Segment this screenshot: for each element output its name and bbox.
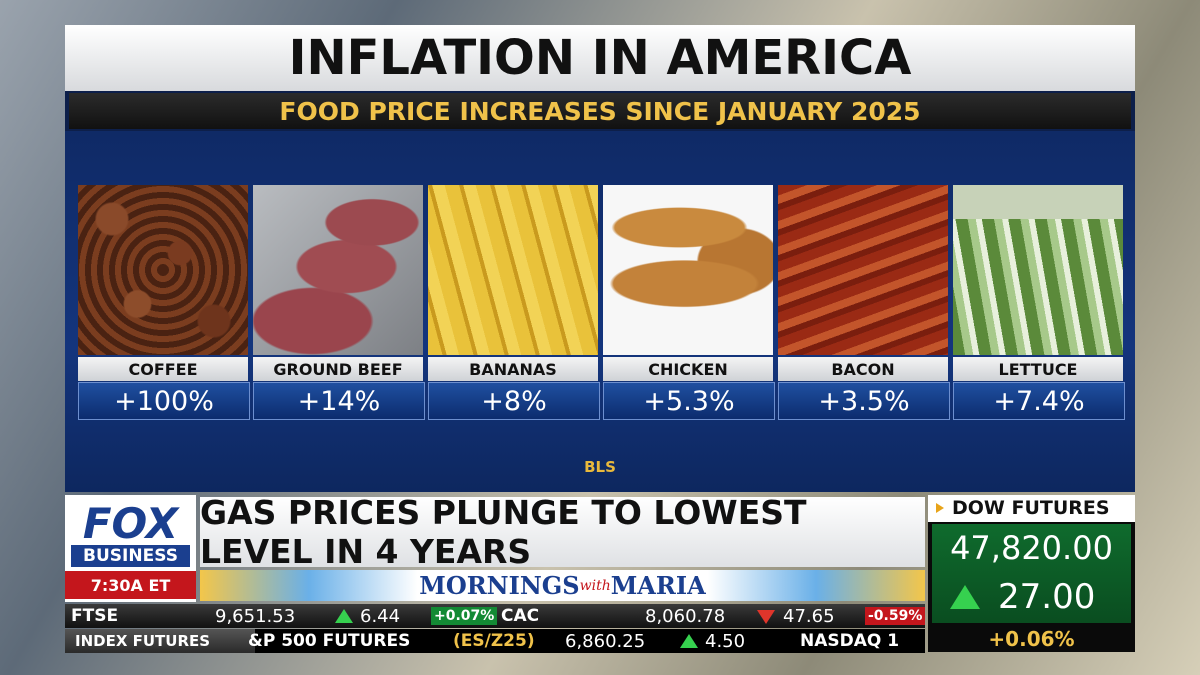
food-label: CHICKEN bbox=[603, 357, 773, 381]
ticker-name: FTSE bbox=[71, 606, 119, 626]
food-increase: +100% bbox=[78, 382, 250, 420]
show-name: with bbox=[579, 577, 611, 594]
ticker-symbol: (ES/Z25) bbox=[453, 631, 535, 651]
food-label: COFFEE bbox=[78, 357, 248, 381]
down-arrow bbox=[757, 610, 775, 624]
ticker-row: INDEX FUTURES &P 500 FUTURES (ES/Z25) 6,… bbox=[65, 629, 925, 653]
up-arrow bbox=[950, 585, 980, 609]
dow-box: DOW FUTURES 47,820.00 27.00 +0.06% bbox=[928, 495, 1135, 652]
food-label: GROUND BEEF bbox=[253, 357, 423, 381]
food-increase: +8% bbox=[428, 382, 600, 420]
ticker-name: CAC bbox=[501, 606, 540, 626]
ticker-value: 6,860.25 bbox=[565, 630, 646, 652]
ticker-percent: +0.07% bbox=[431, 607, 498, 625]
dow-change: 27.00 bbox=[998, 577, 1096, 617]
headline: GAS PRICES PLUNGE TO LOWEST LEVEL IN 4 Y… bbox=[200, 493, 925, 571]
logo-fox: FOX bbox=[82, 498, 179, 548]
ticker-label: INDEX FUTURES bbox=[65, 629, 255, 653]
food-label: BANANAS bbox=[428, 357, 598, 381]
dow-label: DOW FUTURES bbox=[928, 495, 1135, 522]
food-photo bbox=[253, 185, 423, 355]
ticker-name: &P 500 FUTURES bbox=[248, 631, 411, 651]
food-increase: +7.4% bbox=[953, 382, 1125, 420]
show-name: MORNINGS bbox=[419, 571, 580, 600]
ticker-change: 4.50 bbox=[705, 630, 746, 652]
food-card: LETTUCE +7.4% bbox=[953, 185, 1125, 420]
arrow bbox=[936, 503, 944, 513]
food-increase: +3.5% bbox=[778, 382, 950, 420]
ticker-value: 9,651.53 bbox=[215, 605, 296, 627]
logo-business: BUSINESS bbox=[71, 545, 190, 567]
food-label: BACON bbox=[778, 357, 948, 381]
food-increase: +5.3% bbox=[603, 382, 775, 420]
food-card: CHICKEN +5.3% bbox=[603, 185, 775, 420]
ticker-value: 8,060.78 bbox=[645, 605, 726, 627]
time: 7:30A ET bbox=[65, 571, 196, 599]
ticker-change: 47.65 bbox=[783, 605, 835, 627]
food-card: BANANAS +8% bbox=[428, 185, 600, 420]
dow-percent: +0.06% bbox=[988, 626, 1075, 651]
logo-box: FOX BUSINESS 7:30A ET bbox=[65, 495, 196, 602]
show-strip: MORNINGS with MARIA bbox=[200, 570, 925, 601]
up-arrow bbox=[335, 609, 353, 623]
food-increase: +14% bbox=[253, 382, 425, 420]
dow-value: 47,820.00 bbox=[950, 528, 1113, 567]
food-card: BACON +3.5% bbox=[778, 185, 950, 420]
up-arrow bbox=[680, 634, 698, 648]
food-photo bbox=[603, 185, 773, 355]
food-photo bbox=[78, 185, 248, 355]
subtitle: FOOD PRICE INCREASES SINCE JANUARY 2025 bbox=[69, 93, 1131, 129]
ticker-change: 6.44 bbox=[360, 605, 401, 627]
food-label: LETTUCE bbox=[953, 357, 1123, 381]
food-card: GROUND BEEF +14% bbox=[253, 185, 425, 420]
title: INFLATION IN AMERICA bbox=[65, 25, 1135, 91]
ticker-percent: -0.59% bbox=[865, 607, 926, 625]
food-photo bbox=[778, 185, 948, 355]
food-photo bbox=[953, 185, 1123, 355]
ticker-name: NASDAQ 1 bbox=[800, 631, 900, 651]
source: BLS bbox=[584, 458, 616, 476]
show-name: MARIA bbox=[610, 571, 706, 600]
ticker-row: FTSE 9,651.53 6.44 +0.07% CAC 8,060.78 4… bbox=[65, 604, 926, 628]
graphic-panel: INFLATION IN AMERICA FOOD PRICE INCREASE… bbox=[65, 25, 1135, 492]
food-card: COFFEE +100% bbox=[78, 185, 250, 420]
food-photo bbox=[428, 185, 598, 355]
